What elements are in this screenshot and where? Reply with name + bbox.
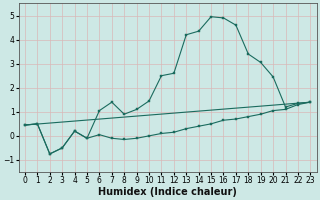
X-axis label: Humidex (Indice chaleur): Humidex (Indice chaleur) bbox=[98, 187, 237, 197]
